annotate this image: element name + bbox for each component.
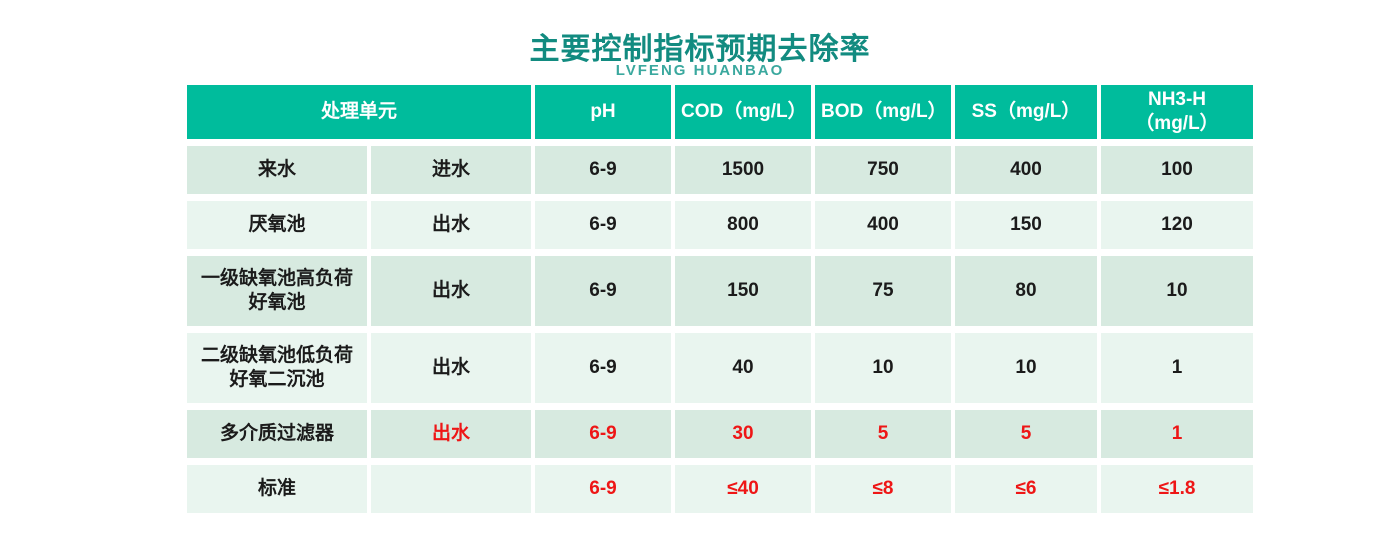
- flow-cell: 出水: [371, 256, 531, 326]
- ss-cell: ≤6: [955, 465, 1097, 513]
- nh3-cell: 1: [1101, 333, 1253, 403]
- header-ph: pH: [535, 85, 671, 139]
- cod-cell: 40: [675, 333, 811, 403]
- table-header-row: 处理单元 pH COD（mg/L） BOD（mg/L） SS（mg/L） NH3…: [187, 85, 1253, 139]
- ph-cell: 6-9: [535, 333, 671, 403]
- ph-cell: 6-9: [535, 256, 671, 326]
- page-subtitle: LVFENG HUANBAO: [615, 62, 785, 79]
- header-unit: 处理单元: [187, 85, 531, 139]
- flow-cell: 出水: [371, 201, 531, 249]
- header-nh3-line2: （mg/L）: [1135, 113, 1219, 134]
- bod-cell: 400: [815, 201, 951, 249]
- cod-cell: 800: [675, 201, 811, 249]
- unit-cell: 标准: [187, 465, 367, 513]
- table-row: 多介质过滤器 出水 6-9 30 5 5 1: [187, 410, 1253, 458]
- table-row: 二级缺氧池低负荷好氧二沉池 出水 6-9 40 10 10 1: [187, 333, 1253, 403]
- flow-cell: 进水: [371, 146, 531, 194]
- nh3-cell: 120: [1101, 201, 1253, 249]
- ph-cell: 6-9: [535, 410, 671, 458]
- table-row: 标准 6-9 ≤40 ≤8 ≤6 ≤1.8: [187, 465, 1253, 513]
- ss-cell: 400: [955, 146, 1097, 194]
- bod-cell: 10: [815, 333, 951, 403]
- unit-cell: 二级缺氧池低负荷好氧二沉池: [187, 333, 367, 403]
- cod-cell: ≤40: [675, 465, 811, 513]
- ss-cell: 80: [955, 256, 1097, 326]
- ss-cell: 10: [955, 333, 1097, 403]
- indicators-table: 处理单元 pH COD（mg/L） BOD（mg/L） SS（mg/L） NH3…: [183, 78, 1257, 520]
- table-row: 来水 进水 6-9 1500 750 400 100: [187, 146, 1253, 194]
- nh3-cell: 100: [1101, 146, 1253, 194]
- header-nh3-line1: NH3-H: [1147, 89, 1207, 111]
- cod-cell: 1500: [675, 146, 811, 194]
- bod-cell: 750: [815, 146, 951, 194]
- unit-cell: 一级缺氧池高负荷好氧池: [187, 256, 367, 326]
- header-bod: BOD（mg/L）: [815, 85, 951, 139]
- page-title: 主要控制指标预期去除率: [529, 33, 871, 66]
- bod-cell: 75: [815, 256, 951, 326]
- nh3-cell: ≤1.8: [1101, 465, 1253, 513]
- flow-cell: 出水: [371, 410, 531, 458]
- cod-cell: 30: [675, 410, 811, 458]
- bod-cell: 5: [815, 410, 951, 458]
- unit-cell: 厌氧池: [187, 201, 367, 249]
- flow-cell: 出水: [371, 333, 531, 403]
- ph-cell: 6-9: [535, 465, 671, 513]
- flow-cell: [371, 465, 531, 513]
- ph-cell: 6-9: [535, 146, 671, 194]
- table-row: 厌氧池 出水 6-9 800 400 150 120: [187, 201, 1253, 249]
- table-row: 一级缺氧池高负荷好氧池 出水 6-9 150 75 80 10: [187, 256, 1253, 326]
- header-nh3: NH3-H （mg/L）: [1101, 85, 1253, 139]
- bod-cell: ≤8: [815, 465, 951, 513]
- unit-cell: 来水: [187, 146, 367, 194]
- ph-cell: 6-9: [535, 201, 671, 249]
- ss-cell: 5: [955, 410, 1097, 458]
- nh3-cell: 1: [1101, 410, 1253, 458]
- header-ss: SS（mg/L）: [955, 85, 1097, 139]
- header-cod: COD（mg/L）: [675, 85, 811, 139]
- ss-cell: 150: [955, 201, 1097, 249]
- nh3-cell: 10: [1101, 256, 1253, 326]
- cod-cell: 150: [675, 256, 811, 326]
- unit-cell: 多介质过滤器: [187, 410, 367, 458]
